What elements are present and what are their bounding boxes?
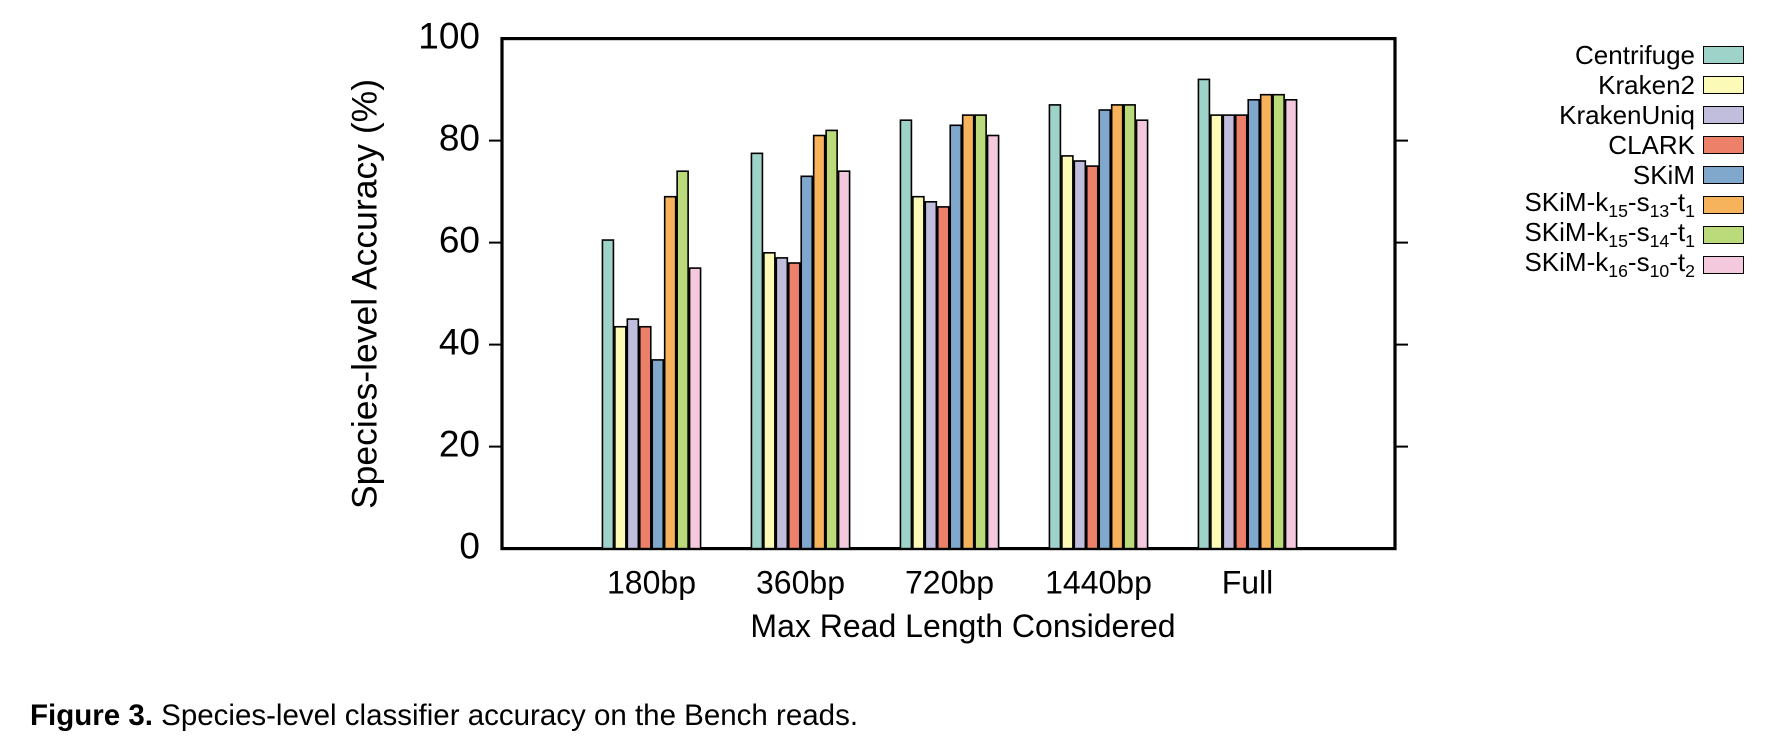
svg-text:180bp: 180bp [607, 565, 696, 601]
svg-text:40: 40 [439, 321, 480, 362]
svg-text:Full: Full [1222, 565, 1274, 601]
svg-text:0: 0 [459, 525, 480, 566]
svg-text:80: 80 [439, 117, 480, 158]
svg-text:360bp: 360bp [756, 565, 845, 601]
svg-text:1440bp: 1440bp [1045, 565, 1152, 601]
svg-text:60: 60 [439, 219, 480, 260]
svg-text:720bp: 720bp [905, 565, 994, 601]
svg-text:20: 20 [439, 423, 480, 464]
svg-text:100: 100 [418, 15, 480, 56]
